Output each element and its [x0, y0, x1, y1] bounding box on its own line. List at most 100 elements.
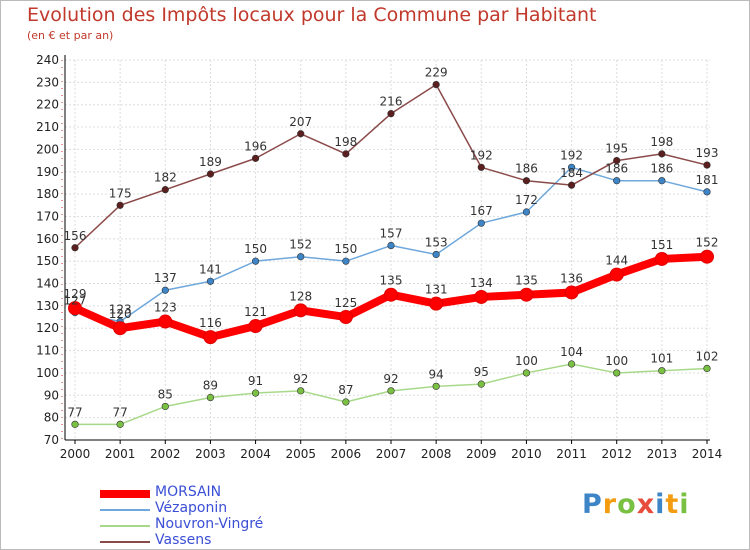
data-point: [703, 364, 711, 373]
data-label: 135: [380, 274, 403, 288]
data-point: [203, 330, 218, 345]
data-label: 189: [199, 155, 222, 169]
data-label: 198: [650, 135, 673, 149]
data-label: 144: [605, 254, 628, 268]
data-point: [522, 369, 531, 377]
data-label: 100: [605, 354, 628, 368]
y-tick-label: 180: [36, 187, 59, 201]
axis-layer: 7080901001101201301401501601701801902002…: [36, 53, 722, 461]
x-tick-label: 2013: [647, 447, 678, 461]
data-label: 129: [64, 287, 87, 301]
y-tick-label: 210: [36, 120, 59, 134]
x-tick-label: 2009: [466, 447, 497, 461]
data-point: [251, 257, 260, 265]
data-point: [613, 156, 621, 165]
y-tick-label: 200: [36, 142, 59, 156]
data-point: [387, 241, 395, 250]
y-tick-label: 110: [36, 344, 59, 358]
x-tick-label: 2000: [60, 447, 91, 461]
y-tick-label: 100: [36, 366, 59, 380]
data-label: 91: [248, 374, 263, 388]
data-point: [654, 251, 669, 266]
data-label: 128: [289, 289, 312, 303]
data-label: 87: [338, 383, 353, 397]
y-tick-label: 120: [36, 321, 59, 335]
data-label: 193: [696, 146, 719, 160]
data-label: 172: [515, 193, 538, 207]
data-point: [564, 285, 579, 300]
data-label: 196: [244, 139, 267, 153]
data-point: [567, 163, 576, 171]
data-label: 102: [696, 349, 719, 363]
data-label: 100: [515, 354, 538, 368]
data-point: [158, 314, 173, 329]
legend-swatch-morsain: [100, 490, 150, 498]
y-tick-label: 80: [44, 411, 59, 425]
logo-letter: i: [655, 489, 666, 520]
logo-letter: r: [602, 489, 618, 520]
data-label: 101: [650, 352, 673, 366]
data-label: 186: [650, 162, 673, 176]
logo-letter: i: [679, 489, 690, 520]
data-label: 77: [113, 405, 128, 419]
x-tick-label: 2004: [240, 447, 271, 461]
data-point: [703, 188, 711, 196]
data-label: 186: [605, 162, 628, 176]
data-label: 181: [696, 173, 719, 187]
chart-subtitle: (en € et par an): [27, 29, 114, 42]
y-tick-label: 240: [36, 53, 59, 67]
data-point: [297, 130, 305, 138]
legend-label-vezaponin: Vézaponin: [155, 500, 228, 516]
data-label: 175: [109, 186, 132, 200]
data-label: 104: [560, 345, 583, 359]
y-tick-label: 70: [44, 433, 59, 447]
data-point: [206, 277, 215, 285]
data-point: [429, 296, 444, 311]
data-label: 77: [67, 405, 82, 419]
data-label: 123: [154, 301, 177, 315]
data-label: 182: [154, 171, 177, 185]
data-point: [432, 250, 440, 259]
data-label: 135: [515, 274, 538, 288]
data-label: 198: [334, 135, 357, 149]
data-point: [609, 267, 624, 282]
data-point: [206, 393, 215, 402]
legend-swatch-vassens: [100, 541, 150, 543]
series-layer: [68, 80, 714, 428]
data-point: [342, 150, 350, 158]
y-tick-label: 230: [36, 75, 59, 89]
x-tick-label: 2011: [556, 447, 587, 461]
data-point: [658, 150, 666, 158]
proxiti-logo: Proxiti: [582, 489, 690, 520]
data-label: 192: [560, 148, 583, 162]
data-point: [338, 310, 353, 325]
data-point: [613, 369, 621, 377]
data-label: 150: [334, 242, 357, 256]
data-label: 125: [334, 296, 357, 310]
data-point: [293, 303, 308, 318]
data-point: [206, 170, 215, 178]
data-point: [116, 201, 124, 209]
x-tick-label: 2008: [421, 447, 452, 461]
x-tick-label: 2005: [285, 447, 316, 461]
data-label: 157: [380, 227, 403, 241]
legend-label-nouvron-vingre: Nouvron-Vingré: [155, 516, 264, 532]
y-tick-label: 160: [36, 232, 59, 246]
data-point: [342, 257, 350, 265]
data-point: [567, 181, 576, 189]
data-point: [519, 287, 534, 302]
data-label: 207: [289, 115, 312, 129]
data-label: 192: [470, 148, 493, 162]
data-label: 116: [199, 316, 222, 330]
data-point: [297, 253, 305, 261]
data-label: 153: [425, 235, 448, 249]
data-point: [613, 177, 621, 185]
x-tick-label: 2006: [331, 447, 362, 461]
legend-label-morsain: MORSAIN: [155, 484, 222, 500]
data-label: 89: [203, 379, 218, 393]
data-point: [477, 219, 485, 227]
data-label: 92: [293, 372, 308, 386]
data-point: [432, 382, 440, 390]
data-label: 152: [289, 238, 312, 252]
data-label: 92: [383, 372, 398, 386]
